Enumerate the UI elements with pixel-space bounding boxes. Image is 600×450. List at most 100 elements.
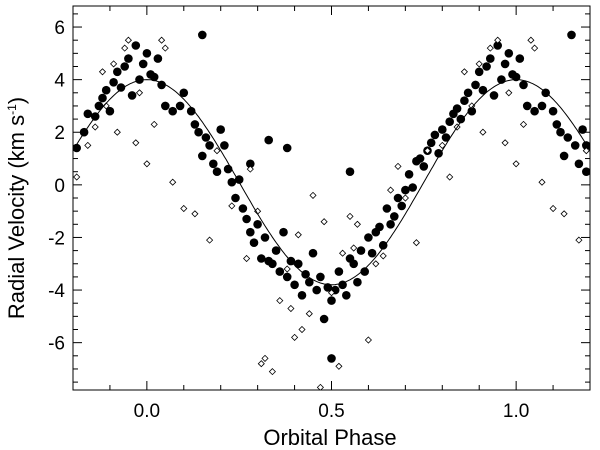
data-point-open-58: [486, 44, 494, 52]
data-point-filled-78: [356, 246, 366, 255]
data-point-filled-16: [138, 59, 148, 69]
data-point-open-52: [446, 173, 454, 181]
data-point-open-41: [350, 244, 358, 252]
data-point-filled-90: [401, 185, 410, 195]
y-axis-title: Radial Velocity (km s-1): [4, 97, 29, 319]
data-point-open-46: [387, 186, 395, 194]
x-tick-label-2: 1.0: [503, 401, 529, 422]
data-point-filled-34: [212, 167, 222, 176]
data-point-filled-134: [574, 159, 584, 169]
y-axis-title-main: Radial Velocity (km s: [4, 115, 29, 319]
data-point-filled-102: [445, 117, 455, 126]
data-point-filled-133: [570, 141, 580, 150]
data-point-filled-54: [279, 227, 288, 237]
data-point-filled-94: [415, 154, 425, 163]
data-point-open-13: [158, 36, 166, 44]
data-point-open-50: [423, 147, 432, 155]
data-point-open-16: [180, 204, 188, 213]
data-point-filled-33: [209, 159, 218, 169]
data-point-open-1: [84, 141, 92, 149]
data-point-filled-53: [275, 267, 285, 276]
data-point-filled-127: [548, 106, 558, 116]
data-point-open-22: [246, 165, 254, 173]
data-point-filled-109: [471, 80, 480, 90]
data-point-filled-131: [563, 133, 573, 142]
data-point-filled-45: [249, 238, 259, 247]
data-point-filled-73: [342, 291, 351, 300]
data-point-filled-42: [242, 214, 251, 224]
data-marks: [73, 30, 590, 390]
data-point-open-32: [298, 325, 306, 334]
data-point-filled-23: [168, 106, 177, 116]
data-point-filled-68: [327, 296, 336, 305]
data-point-open-3: [98, 68, 107, 76]
data-point-filled-20: [153, 54, 163, 63]
data-point-filled-117: [500, 59, 510, 69]
data-point-filled-46: [253, 220, 262, 229]
data-point-open-30: [291, 333, 299, 341]
data-point-filled-25: [179, 88, 189, 98]
data-point-open-56: [475, 60, 483, 68]
data-point-filled-62: [305, 277, 314, 287]
data-point-filled-108: [467, 106, 477, 116]
data-point-filled-5: [98, 93, 107, 103]
data-point-filled-22: [161, 101, 170, 111]
data-point-filled-6: [101, 85, 111, 95]
data-point-filled-110: [474, 67, 484, 77]
data-point-filled-124: [530, 106, 539, 116]
data-point-open-64: [527, 36, 535, 44]
data-point-filled-40: [234, 175, 244, 184]
data-point-filled-89: [397, 201, 407, 211]
data-point-open-48: [401, 194, 409, 202]
data-point-open-54: [460, 68, 468, 76]
data-point-open-66: [538, 178, 546, 186]
data-point-filled-50: [264, 135, 274, 145]
data-point-filled-44: [246, 159, 255, 169]
data-point-filled-81: [367, 248, 377, 258]
data-point-open-44: [372, 260, 380, 268]
data-point-filled-76: [349, 259, 359, 269]
data-point-open-12: [150, 120, 158, 128]
data-point-filled-111: [478, 85, 488, 95]
data-point-filled-13: [127, 91, 137, 100]
data-point-filled-11: [120, 62, 129, 71]
data-point-filled-114: [489, 91, 499, 100]
data-point-filled-30: [198, 30, 207, 40]
data-point-filled-35: [216, 125, 225, 134]
data-point-open-59: [494, 36, 502, 44]
axes: 0.0 0.5 1.0 -6 -4 -2 0 2 4 6: [48, 5, 591, 422]
data-point-filled-10: [116, 83, 126, 92]
data-point-open-21: [243, 254, 251, 263]
data-point-open-9: [132, 139, 140, 147]
data-point-filled-132: [567, 30, 576, 40]
data-point-filled-27: [190, 120, 200, 129]
data-point-filled-56: [282, 143, 292, 153]
data-point-filled-15: [135, 75, 144, 84]
data-point-filled-77: [353, 277, 362, 287]
data-point-open-19: [213, 147, 221, 155]
data-point-open-2: [91, 123, 99, 131]
model-curve: [73, 79, 590, 286]
data-point-open-45: [379, 252, 387, 260]
data-point-open-8: [124, 36, 132, 44]
data-point-filled-55: [282, 272, 292, 282]
data-point-filled-36: [220, 141, 229, 150]
data-point-filled-79: [360, 267, 370, 276]
x-tick-label-0: 0.0: [134, 401, 160, 422]
data-point-filled-31: [201, 133, 211, 142]
data-point-filled-105: [456, 114, 466, 124]
x-tick-label-1: 0.5: [318, 401, 344, 422]
data-point-filled-32: [205, 141, 214, 150]
data-point-filled-130: [559, 151, 569, 161]
data-point-open-15: [169, 178, 177, 186]
data-point-open-40: [346, 212, 354, 220]
data-point-open-63: [519, 120, 528, 128]
data-point-filled-29: [198, 151, 207, 161]
data-point-filled-58: [290, 280, 299, 290]
y-axis-title-close: ): [4, 97, 29, 104]
model-curve-layer: [73, 79, 590, 286]
data-point-filled-14: [131, 41, 141, 50]
data-point-filled-101: [441, 133, 451, 142]
data-point-filled-12: [124, 54, 133, 63]
data-point-filled-107: [463, 88, 473, 98]
